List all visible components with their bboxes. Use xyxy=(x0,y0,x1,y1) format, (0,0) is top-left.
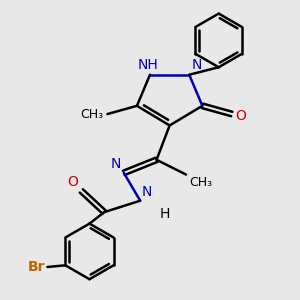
Text: CH₃: CH₃ xyxy=(189,176,212,189)
Text: N: N xyxy=(142,185,152,199)
Text: N: N xyxy=(110,157,121,171)
Text: O: O xyxy=(236,109,247,123)
Text: Br: Br xyxy=(27,260,45,274)
Text: N: N xyxy=(192,58,202,72)
Text: O: O xyxy=(67,175,78,189)
Text: NH: NH xyxy=(138,58,159,72)
Text: H: H xyxy=(160,207,170,221)
Text: CH₃: CH₃ xyxy=(80,107,104,121)
